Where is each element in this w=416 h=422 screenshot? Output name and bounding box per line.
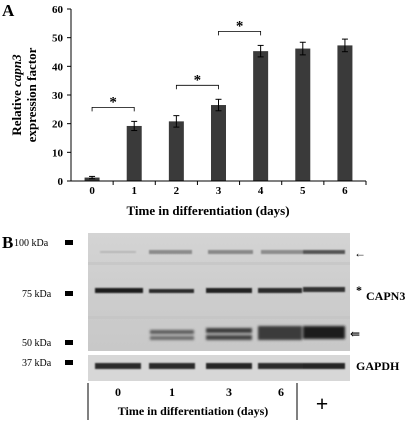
x-tick-label: 0	[89, 185, 95, 197]
significance-bracket	[218, 31, 262, 36]
y-tick-label: 20	[52, 119, 64, 131]
y-tick-label: 30	[52, 90, 64, 102]
bar	[211, 105, 226, 181]
lane-label-6: 6	[278, 385, 284, 399]
y-axis-label-line1: Relative capn3	[9, 54, 24, 136]
band-55-lane3-b	[206, 335, 252, 340]
marker-37kda: 37 kDa	[22, 358, 52, 369]
band-upper-lanePlus	[303, 250, 345, 254]
panel-b-letter: B	[2, 233, 13, 252]
gapdh-blot	[88, 355, 350, 381]
significance-star: *	[194, 72, 202, 88]
marker-100kda-tick	[65, 240, 73, 245]
x-tick-label: 2	[174, 185, 180, 197]
band-55-lanePlus	[303, 326, 345, 339]
lane-label-plus: +	[316, 391, 329, 416]
band-upper-lane6	[261, 250, 303, 254]
panel-a-letter: A	[2, 1, 15, 20]
marker-75kda-tick	[65, 291, 73, 296]
blot-x-axis-label: Time in differentiation (days)	[118, 404, 269, 418]
marker-50kda: 50 kDa	[22, 338, 52, 349]
capn3-label: CAPN3	[366, 289, 405, 303]
marker-37kda-tick	[65, 360, 73, 365]
bar	[253, 51, 269, 181]
lane-label-1: 1	[169, 385, 175, 399]
x-axis-label: Time in differentiation (days)	[126, 203, 289, 218]
band-55-lane3-a	[206, 328, 252, 333]
gapdh-band-lane6	[258, 363, 304, 369]
lane-label-0: 0	[115, 385, 121, 399]
marker-100kda: 100 kDa	[14, 238, 49, 249]
gapdh-band-lane0	[95, 363, 141, 369]
band-75-lane1	[149, 289, 194, 293]
x-tick-label: 1	[131, 185, 137, 197]
significance-star: *	[109, 94, 117, 110]
band-upper-lane1	[149, 250, 192, 254]
gapdh-band-lanePlus	[303, 363, 345, 369]
x-axis-ticks: 0 1 2 3 4 5 6	[89, 181, 367, 197]
significance-bracket	[175, 84, 219, 90]
bar	[84, 177, 100, 181]
significance-bracket	[91, 106, 135, 112]
error-bars	[89, 38, 348, 180]
marker-50kda-tick	[65, 340, 73, 345]
band-55-lane1-b	[150, 336, 194, 340]
y-axis-ticks: 0 10 20 30 40 50 60	[52, 4, 71, 188]
x-tick-label: 4	[258, 185, 264, 197]
gapdh-band-lane3	[206, 363, 252, 369]
lane-label-3: 3	[226, 385, 232, 399]
band-75-lane6	[258, 288, 302, 293]
band-75-lane3	[206, 288, 252, 293]
y-tick-label: 50	[52, 33, 64, 45]
bar	[126, 125, 142, 181]
capn3-blot	[88, 233, 350, 351]
band-75-lane0	[95, 288, 143, 293]
single-arrow: ←	[354, 246, 366, 260]
nonspecific-asterisk: *	[356, 283, 362, 297]
band-55-lane1-a	[150, 330, 194, 334]
band-75-lanePlus	[303, 287, 345, 292]
y-tick-label: 0	[58, 176, 64, 188]
significance-star: *	[236, 18, 244, 34]
y-tick-label: 40	[52, 61, 64, 73]
y-tick-label: 60	[52, 4, 64, 16]
gapdh-label: GAPDH	[356, 359, 400, 373]
gapdh-band-lane1	[149, 363, 195, 369]
bar	[168, 121, 184, 181]
marker-75kda: 75 kDa	[22, 289, 52, 300]
bar-chart: 0 10 20 30 40 50 60 * * * 0 1 2 3 4 5 6	[52, 4, 367, 197]
double-arrow: ⇐	[350, 327, 360, 341]
band-upper-lane3	[208, 250, 253, 254]
significance-brackets: * * *	[91, 18, 262, 112]
band-55-lane6	[258, 326, 302, 340]
bar	[337, 45, 353, 182]
y-axis-label-line2: expression factor	[24, 47, 39, 142]
x-tick-label: 6	[342, 185, 348, 197]
bars	[84, 45, 353, 182]
y-tick-label: 10	[52, 147, 64, 159]
x-tick-label: 5	[300, 185, 306, 197]
x-tick-label: 3	[216, 185, 222, 197]
bar	[295, 48, 311, 182]
